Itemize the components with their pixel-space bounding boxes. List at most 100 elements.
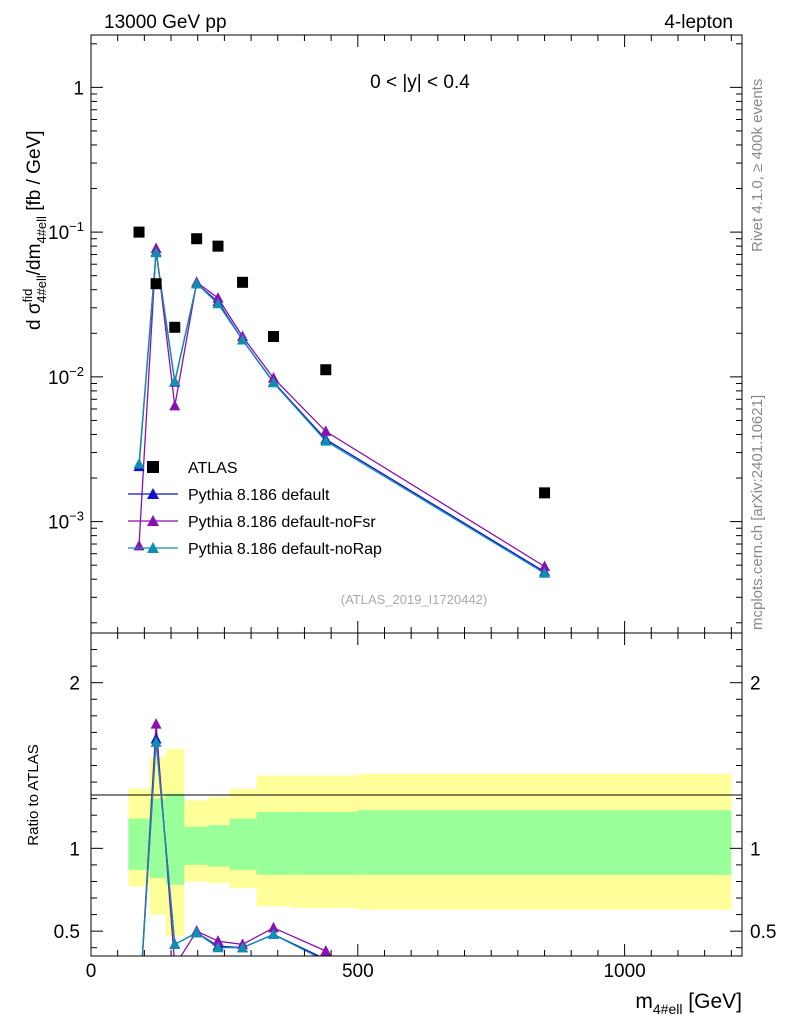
ratio-band-inner xyxy=(149,798,166,879)
rivet-label: Rivet 4.1.0, ≥ 400k events xyxy=(749,79,766,252)
ratio-y-tick-label-right: 0.5 xyxy=(750,922,776,943)
data-point-data xyxy=(237,276,249,288)
ratio-y-tick-label: 2 xyxy=(69,674,80,695)
data-point-data xyxy=(212,240,224,252)
mcplots-label: mcplots.cern.ch [arXiv:2401.10621] xyxy=(749,395,766,630)
ratio-line-noRap xyxy=(141,742,318,956)
data-point-data xyxy=(133,226,145,238)
legend-marker-norap xyxy=(147,542,159,553)
ratio-y-tick-label-right: 1 xyxy=(750,839,761,860)
main-y-tick-label: 10−2 xyxy=(48,364,84,389)
x-tick-label: 1000 xyxy=(603,961,645,982)
ylabel-sub: 4#ell xyxy=(34,275,49,303)
main-series-group xyxy=(133,226,551,578)
main-y-tick-label: 1 xyxy=(73,78,84,99)
ratio-point-noRap xyxy=(191,926,203,938)
ratio-band-inner xyxy=(291,811,358,875)
main-y-axis-label: d σfid4#ell/dm4#ell [fb / GeV] xyxy=(20,131,49,330)
main-y-tick-label-exp: −2 xyxy=(69,364,84,379)
ratio-point-noRap xyxy=(212,941,224,953)
ratio-tick-labels: 0.5 0.5 1 1 2 2 0 500 1000 xyxy=(54,674,777,982)
legend-label-norap: Pythia 8.186 default-noRap xyxy=(188,541,382,558)
ratio-point-noRap xyxy=(237,941,249,953)
ratio-band-inner xyxy=(165,793,185,885)
data-point-noRap xyxy=(150,246,162,258)
data-point-noRap xyxy=(169,375,181,386)
ratio-y-axis-label: Ratio to ATLAS xyxy=(25,744,42,845)
legend-marker-nofsr xyxy=(147,515,159,526)
main-y-tick-label-base: 10 xyxy=(48,513,69,534)
header-right: 4-lepton xyxy=(664,12,733,33)
x-tick-label: 0 xyxy=(86,961,97,982)
ratio-y-tick-label-right: 2 xyxy=(750,674,761,695)
legend-label-atlas: ATLAS xyxy=(188,460,238,477)
main-panel: 110−110−210−3 0 < |y| < 0.4 (ATLAS_2019_… xyxy=(20,34,743,634)
legend-marker-atlas xyxy=(147,461,159,473)
data-point-data xyxy=(150,278,162,290)
data-point-data xyxy=(539,487,551,499)
ratio-point-noFsr xyxy=(212,935,224,946)
main-title: 0 < |y| < 0.4 xyxy=(370,72,470,93)
ratio-band-inner xyxy=(128,818,150,870)
main-y-tick-label-exp: −1 xyxy=(69,219,84,234)
data-point-noFsr xyxy=(320,425,332,436)
ratio-point-noRap xyxy=(267,928,279,939)
main-axis-ticks xyxy=(90,35,742,633)
data-point-noRap xyxy=(191,277,203,289)
ratio-point-noFsr xyxy=(150,718,162,729)
ylabel-sub2: 4#ell xyxy=(34,216,49,244)
x-axis-label: m4#ell [GeV] xyxy=(635,990,742,1017)
data-point-noRap xyxy=(133,458,145,469)
xlabel-m: m xyxy=(635,990,653,1013)
main-y-tick-label-base: 10 xyxy=(48,368,69,389)
ylabel-d-sigma: d σ xyxy=(24,302,45,330)
ratio-point-noFsr xyxy=(320,945,332,956)
ylabel-rest: /dm xyxy=(24,244,45,276)
legend-label-default: Pythia 8.186 default xyxy=(188,487,330,504)
ratio-band-inner xyxy=(256,811,292,875)
ratio-y-tick-label: 1 xyxy=(69,839,80,860)
ylabel-unit: [fb / GeV] xyxy=(24,131,45,217)
data-point-noFsr xyxy=(169,399,181,411)
main-y-tick-label: 10−1 xyxy=(48,219,84,244)
header-left: 13000 GeV pp xyxy=(104,12,227,33)
data-point-data xyxy=(169,321,181,333)
ratio-band-inner xyxy=(184,826,209,865)
data-point-noFsr xyxy=(539,560,551,571)
ratio-point-noRap xyxy=(169,938,181,949)
data-point-data xyxy=(267,331,279,343)
data-point-noRap xyxy=(267,376,279,388)
data-point-noRap xyxy=(212,297,224,309)
data-point-data xyxy=(191,233,203,245)
main-y-tick-label-exp: −3 xyxy=(69,509,84,524)
ratio-bands xyxy=(128,748,732,937)
xlabel-sub: 4#ell xyxy=(653,1001,683,1017)
ratio-y-tick-label: 0.5 xyxy=(54,922,80,943)
legend-label-nofsr: Pythia 8.186 default-noFsr xyxy=(188,514,376,531)
xlabel-unit: [GeV] xyxy=(682,990,742,1013)
ratio-band-inner xyxy=(229,818,257,870)
watermark: (ATLAS_2019_I1720442) xyxy=(341,592,487,607)
ratio-series-group xyxy=(141,718,332,956)
data-point-noRap xyxy=(539,567,551,578)
data-point-noRap xyxy=(320,435,332,446)
main-y-tick-label-base: 10 xyxy=(48,223,69,244)
main-y-tick-label: 10−3 xyxy=(48,509,84,534)
data-point-data xyxy=(320,364,332,376)
legend-marker-default xyxy=(147,488,159,499)
ratio-frame xyxy=(90,632,743,957)
ratio-band-inner xyxy=(357,810,732,875)
ylabel-sup: fid xyxy=(20,289,35,303)
ratio-band-inner xyxy=(208,825,230,867)
ratio-line-noFsr xyxy=(141,724,327,956)
main-y-tick-label-base: 1 xyxy=(73,78,84,99)
ratio-point-noFsr xyxy=(267,921,279,933)
data-point-noRap xyxy=(237,333,249,345)
x-tick-label: 500 xyxy=(342,961,374,982)
legend: ATLAS Pythia 8.186 default Pythia 8.186 … xyxy=(128,460,382,558)
main-y-tick-labels: 110−110−210−3 xyxy=(48,78,84,533)
ratio-point-noRap xyxy=(150,736,162,747)
ratio-panel: 0.5 0.5 1 1 2 2 0 500 1000 Ratio to ATLAS m4#ell… xyxy=(25,632,777,1017)
data-point-noFsr xyxy=(212,292,224,303)
